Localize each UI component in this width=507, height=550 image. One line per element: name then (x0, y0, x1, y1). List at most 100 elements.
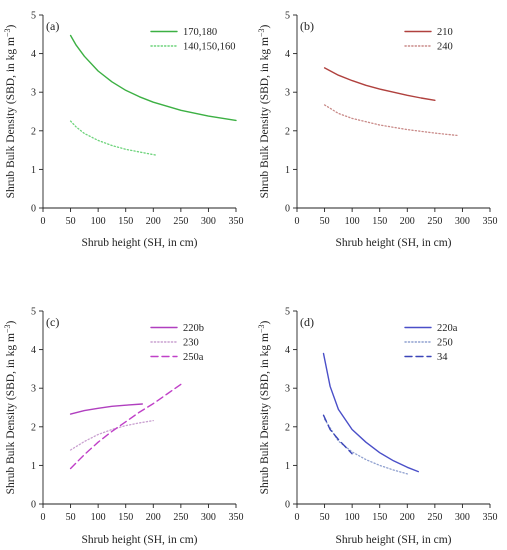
x-tick-label: 250 (173, 216, 188, 227)
x-tick-label: 0 (41, 512, 46, 523)
legend-label: 230 (183, 338, 199, 349)
x-tick-label: 150 (372, 216, 387, 227)
y-axis-title-end: ) (5, 24, 17, 28)
series-line-220b (69, 403, 144, 415)
series-line-250 (323, 418, 408, 475)
y-axis-title-superscript: −3 (3, 324, 12, 333)
y-tick-label: 3 (285, 384, 290, 395)
y-tick-label: 2 (285, 126, 290, 137)
x-tick-label: 200 (400, 216, 415, 227)
y-tick-label: 0 (285, 500, 290, 511)
x-axis-title: Shrub height (SH, in cm) (336, 534, 452, 546)
x-tick-label: 350 (483, 216, 498, 227)
x-tick-label: 50 (66, 512, 76, 523)
x-tick-label: 50 (320, 512, 330, 523)
y-tick-label: 0 (31, 500, 36, 511)
legend-label: 210 (437, 27, 453, 38)
x-tick-label: 50 (320, 216, 330, 227)
x-axis-title: Shrub height (SH, in cm) (82, 237, 198, 249)
x-tick-label: 350 (483, 512, 498, 523)
y-axis-title: Shrub Bulk Density (SBD, in kg m−3) (257, 320, 271, 494)
x-tick-label: 100 (91, 512, 106, 523)
panel-label: (d) (300, 315, 314, 329)
x-tick-label: 150 (118, 216, 133, 227)
x-tick-label: 150 (372, 512, 387, 523)
x-tick-label: 350 (229, 216, 244, 227)
x-tick-label: 100 (91, 216, 106, 227)
y-axis-title-end: ) (259, 24, 271, 28)
y-tick-label: 1 (31, 461, 36, 472)
y-tick-label: 3 (31, 88, 36, 99)
y-axis-title-main: Shrub Bulk Density (SBD, in kg m (5, 37, 17, 198)
y-tick-label: 2 (285, 422, 290, 433)
y-tick-label: 3 (285, 88, 290, 99)
y-axis-title-main: Shrub Bulk Density (SBD, in kg m (259, 333, 271, 494)
y-tick-label: 4 (31, 49, 36, 60)
y-axis-title-superscript: −3 (257, 28, 266, 37)
legend-label: 34 (437, 352, 448, 363)
y-axis-title: Shrub Bulk Density (SBD, in kg m−3) (257, 24, 271, 198)
panel-label: (a) (46, 19, 59, 33)
x-axis-title: Shrub height (SH, in cm) (82, 534, 198, 546)
x-tick-label: 300 (455, 512, 470, 523)
series-line-170-180 (69, 34, 237, 122)
x-tick-label: 300 (201, 512, 216, 523)
y-tick-label: 1 (285, 165, 290, 176)
y-axis-title-main: Shrub Bulk Density (SBD, in kg m (259, 37, 271, 198)
y-axis-title-superscript: −3 (257, 324, 266, 333)
series-line-230 (69, 419, 154, 451)
panel-label: (b) (300, 19, 314, 33)
legend-label: 220b (183, 323, 204, 334)
y-tick-label: 0 (285, 204, 290, 215)
y-tick-label: 4 (31, 345, 36, 356)
y-tick-label: 3 (31, 384, 36, 395)
x-tick-label: 100 (345, 216, 360, 227)
y-tick-label: 1 (31, 165, 36, 176)
x-tick-label: 200 (400, 512, 415, 523)
x-tick-label: 250 (427, 216, 442, 227)
chart-panel-1: 0 50 100 150 200 250 300 350 0 1 2 3 4 5 Shrub height … (3, 11, 244, 250)
series-line-34 (322, 414, 353, 455)
y-tick-label: 5 (285, 307, 290, 318)
x-tick-label: 100 (345, 512, 360, 523)
x-tick-label: 250 (427, 512, 442, 523)
legend-label: 250a (183, 352, 204, 363)
chart-panel-3: 0 50 100 150 200 250 300 350 0 1 2 3 4 5 Shrub height … (3, 307, 244, 547)
y-axis-title: Shrub Bulk Density (SBD, in kg m−3) (3, 320, 17, 494)
x-axis-title: Shrub height (SH, in cm) (336, 237, 452, 249)
y-tick-label: 0 (31, 204, 36, 215)
y-tick-label: 5 (31, 11, 36, 22)
legend-label: 140,150,160 (183, 42, 236, 53)
series-line-210 (323, 67, 436, 102)
series-line-250a (69, 383, 182, 470)
x-tick-label: 0 (295, 512, 300, 523)
x-tick-label: 250 (173, 512, 188, 523)
x-tick-label: 300 (455, 216, 470, 227)
y-tick-label: 2 (31, 126, 36, 137)
y-tick-label: 5 (31, 307, 36, 318)
x-tick-label: 150 (118, 512, 133, 523)
x-tick-label: 200 (146, 216, 161, 227)
legend-label: 240 (437, 42, 453, 53)
x-tick-label: 0 (41, 216, 46, 227)
x-tick-label: 200 (146, 512, 161, 523)
y-axis-title-end: ) (5, 320, 17, 324)
y-tick-label: 2 (31, 422, 36, 433)
legend-label: 170,180 (183, 27, 217, 38)
y-axis-title-main: Shrub Bulk Density (SBD, in kg m (5, 333, 17, 494)
series-line-140-150-160 (69, 120, 157, 156)
x-tick-label: 350 (229, 512, 244, 523)
chart-panel-2: 0 50 100 150 200 250 300 350 0 1 2 3 4 5 Shrub height … (257, 11, 498, 250)
y-axis-title-superscript: −3 (3, 28, 12, 37)
legend-label: 220a (437, 323, 458, 334)
legend-label: 250 (437, 338, 453, 349)
y-tick-label: 4 (285, 345, 290, 356)
x-tick-label: 300 (201, 216, 216, 227)
series-line-220a (322, 352, 419, 473)
x-tick-label: 0 (295, 216, 300, 227)
panel-label: (c) (46, 315, 59, 329)
series-line-240 (323, 104, 458, 137)
y-tick-label: 4 (285, 49, 290, 60)
